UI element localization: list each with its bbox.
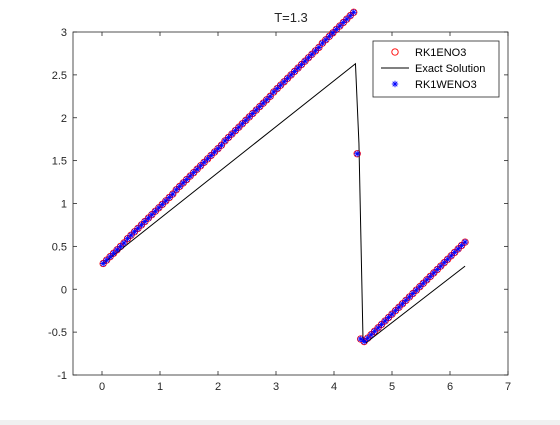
legend-marker-rk1weno3 [391, 80, 399, 88]
y-tick-label: 1.5 [52, 156, 67, 168]
rk1weno3-marker [183, 176, 190, 183]
rk1weno3-marker [343, 15, 350, 23]
exact-solution-line [102, 62, 466, 344]
rk1weno3-marker [441, 259, 448, 266]
legend-label-rk1weno3: RK1WENO3 [415, 79, 477, 91]
y-tick-label: -1 [57, 370, 67, 382]
rk1weno3-marker [138, 221, 145, 229]
y-tick-label: 3 [61, 27, 67, 39]
rk1weno3-marker [211, 148, 218, 156]
rk1weno3-marker [354, 150, 361, 157]
rk1weno3-marker [315, 44, 323, 51]
legend-marker-rk1eno3 [391, 48, 399, 56]
x-tick-label: 0 [99, 381, 105, 393]
legend-box [372, 40, 500, 98]
x-tick-label: 5 [389, 381, 395, 393]
axes: 0 1 2 3 4 5 6 7 -1 -0.5 0 0.5 1 1.5 2 2.5 3 [48, 27, 511, 393]
rk1weno3-marker [357, 335, 364, 343]
rk1weno3-marker [454, 245, 462, 253]
legend-label-rk1eno3: RK1ENO3 [415, 47, 466, 59]
rk1weno3-marker [120, 239, 128, 247]
x-tick-label: 2 [215, 381, 221, 393]
rk1weno3-marker [347, 12, 354, 19]
rk1weno3-marker [461, 238, 469, 246]
x-tick-label: 4 [331, 381, 337, 393]
rk1weno3-marker [218, 141, 225, 149]
rk1weno3-marker [277, 81, 284, 89]
rk1weno3-marker [176, 183, 183, 190]
y-tick-label: 0 [61, 284, 67, 296]
chart-title: T=1.3 [274, 10, 308, 25]
rk1weno3-marker [402, 297, 410, 304]
y-tick-label: 2 [61, 113, 67, 125]
rk1weno3-marker [145, 214, 152, 222]
y-tick-label: 1 [61, 199, 67, 211]
rk1weno3-marker [308, 51, 316, 58]
y-tick-label: 0.5 [52, 241, 67, 253]
legend-label-exact-solution: Exact Solution [415, 63, 485, 75]
rk1weno3-marker [267, 93, 274, 100]
y-tick-label: 2.5 [52, 70, 67, 82]
plot-area [99, 8, 469, 346]
rk1weno3-marker [367, 331, 375, 338]
rk1weno3-marker [124, 235, 131, 242]
x-tick-label: 7 [505, 381, 511, 393]
rk1weno3-marker [221, 137, 229, 145]
x-tick-label: 6 [447, 381, 453, 393]
legend: RK1ENO3 Exact Solution RK1WENO3 [372, 40, 500, 98]
rk1weno3-marker [169, 190, 176, 198]
x-tick-label: 3 [273, 381, 279, 393]
rk1weno3-marker [350, 9, 357, 16]
rk1weno3-marker [99, 260, 107, 267]
x-tick-label: 1 [157, 381, 163, 393]
y-tick-label: -0.5 [48, 327, 67, 339]
rk1weno3-marker [364, 334, 371, 342]
rk1weno3-marker [197, 162, 204, 169]
rk1weno3-marker [319, 39, 326, 47]
